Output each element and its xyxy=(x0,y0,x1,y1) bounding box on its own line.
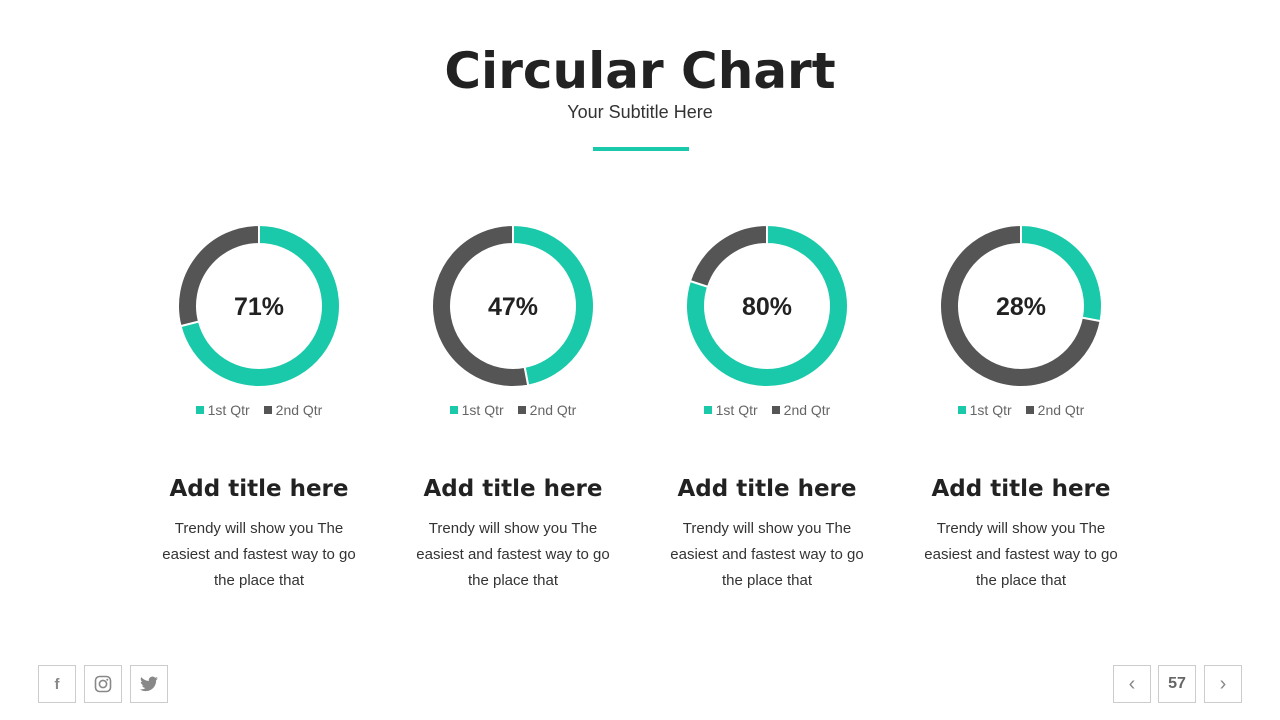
card-description: Trendy will show you The easiest and fas… xyxy=(924,520,1118,589)
page-title: Circular Chart xyxy=(444,42,836,100)
legend-item: 2nd Qtr xyxy=(1025,402,1085,418)
donut-slice-2 xyxy=(688,223,768,289)
chart-legend: 1st Qtr 2nd Qtr xyxy=(640,402,894,418)
legend-label: 2nd Qtr xyxy=(275,402,323,418)
chart-card: 28% 1st Qtr 2nd Qtr Add title here Trendy wi… xyxy=(894,220,1148,594)
legend-label: 2nd Qtr xyxy=(783,402,831,418)
legend-item: 1st Qtr xyxy=(195,402,250,418)
legend-label: 1st Qtr xyxy=(969,402,1012,418)
donut-chart: 71% xyxy=(177,223,341,388)
instagram-icon xyxy=(94,675,112,693)
chevron-left-icon: ‹ xyxy=(1128,672,1136,695)
chart-card: 80% 1st Qtr 2nd Qtr Add title here Trendy wi… xyxy=(640,220,894,594)
card-title: Add title here xyxy=(677,476,857,502)
donut-center-label: 47% xyxy=(488,293,538,321)
title-divider xyxy=(593,147,689,151)
legend-item: 2nd Qtr xyxy=(771,402,831,418)
donut-slice-2 xyxy=(939,223,1102,388)
instagram-button[interactable] xyxy=(84,665,122,703)
twitter-icon xyxy=(140,676,158,692)
legend-label: 1st Qtr xyxy=(461,402,504,418)
facebook-icon: f xyxy=(54,675,60,693)
chart-legend: 1st Qtr 2nd Qtr xyxy=(132,402,386,418)
legend-swatch xyxy=(195,406,204,414)
next-slide-button[interactable]: › xyxy=(1204,665,1242,703)
legend-item: 1st Qtr xyxy=(449,402,504,418)
chart-card: 71% 1st Qtr 2nd Qtr Add title here Trendy wi… xyxy=(132,220,386,594)
page-subtitle: Your Subtitle Here xyxy=(567,102,713,122)
donut-chart: 47% xyxy=(430,223,595,388)
donut-slice-1 xyxy=(179,223,341,388)
donut-chart: 28% xyxy=(939,223,1103,388)
legend-item: 1st Qtr xyxy=(957,402,1012,418)
twitter-button[interactable] xyxy=(130,665,168,703)
legend-item: 2nd Qtr xyxy=(263,402,323,418)
donut-center-label: 28% xyxy=(996,293,1046,321)
prev-slide-button[interactable]: ‹ xyxy=(1113,665,1151,703)
card-description: Trendy will show you The easiest and fas… xyxy=(416,520,610,589)
legend-swatch xyxy=(263,406,272,414)
legend-swatch xyxy=(957,406,966,414)
facebook-button[interactable]: f xyxy=(38,665,76,703)
legend-label: 1st Qtr xyxy=(715,402,758,418)
legend-item: 2nd Qtr xyxy=(517,402,577,418)
page-number: 57 xyxy=(1158,665,1196,703)
donut-chart: 80% xyxy=(685,223,849,388)
donut-center-label: 80% xyxy=(742,293,792,321)
donut-slice-1 xyxy=(685,223,849,388)
legend-swatch xyxy=(771,406,780,414)
donut-center-label: 71% xyxy=(234,293,284,321)
card-title: Add title here xyxy=(169,476,349,502)
legend-swatch xyxy=(703,406,712,414)
card-description: Trendy will show you The easiest and fas… xyxy=(670,520,864,589)
donut-slice-2 xyxy=(430,223,530,388)
donut-slice-2 xyxy=(177,223,260,328)
legend-swatch xyxy=(449,406,458,414)
card-title: Add title here xyxy=(423,476,603,502)
legend-label: 2nd Qtr xyxy=(529,402,577,418)
legend-label: 1st Qtr xyxy=(207,402,250,418)
legend-label: 2nd Qtr xyxy=(1037,402,1085,418)
chevron-right-icon: › xyxy=(1219,672,1227,695)
chart-legend: 1st Qtr 2nd Qtr xyxy=(894,402,1148,418)
card-description: Trendy will show you The easiest and fas… xyxy=(162,520,356,589)
chart-legend: 1st Qtr 2nd Qtr xyxy=(386,402,640,418)
legend-swatch xyxy=(1025,406,1034,414)
legend-item: 1st Qtr xyxy=(703,402,758,418)
card-title: Add title here xyxy=(931,476,1111,502)
chart-card: 47% 1st Qtr 2nd Qtr Add title here Trendy wi… xyxy=(386,220,640,594)
legend-swatch xyxy=(517,406,526,414)
